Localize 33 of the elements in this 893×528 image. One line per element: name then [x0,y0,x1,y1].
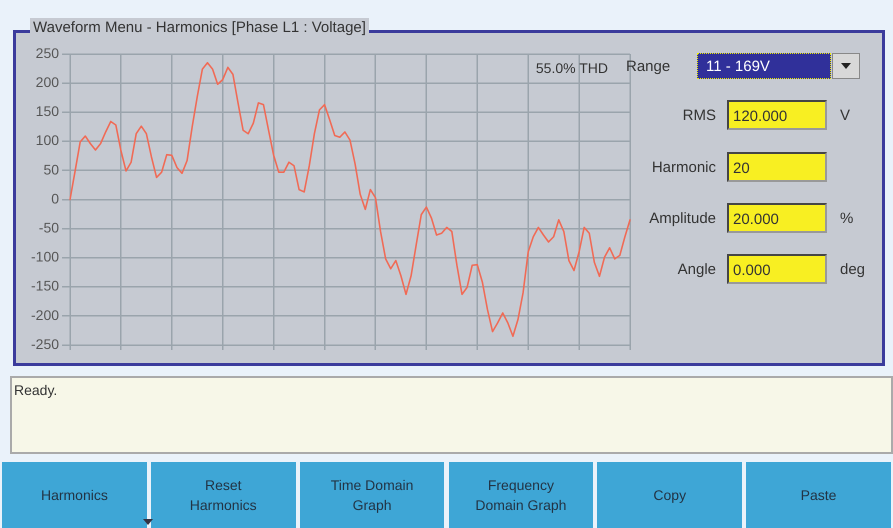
text: Time Domain Graph [300,462,444,528]
y-tick-label: 200 [36,74,60,90]
text: Paste [746,462,891,528]
text: % [840,209,854,229]
text: Copy [597,462,742,528]
text: 20.000 [727,203,827,233]
text: Harmonics [2,462,147,528]
chart-title: Waveform Menu - Harmonics [Phase L1 : Voltage] [30,18,369,38]
y-tick-label: 250 [36,44,60,61]
text: 20 [727,152,827,182]
text: Angle [678,261,716,278]
y-tick-label: 150 [36,103,60,120]
text: Reset Harmonics [150,462,296,528]
y-tick-label: 0 [51,190,60,206]
y-tick-label: -100 [30,248,60,265]
text: Harmonic [652,159,716,176]
text: 0.000 [727,254,827,284]
text: Amplitude [649,210,716,227]
text: deg [840,260,866,280]
y-tick-label: -50 [38,219,60,236]
text: Frequency Domain Graph [448,462,594,528]
text: RMS [682,107,716,124]
text: 120.000 [727,100,827,130]
y-tick-label: -200 [30,306,60,323]
y-tick-label: -250 [30,336,60,352]
annotation: Range [626,57,670,77]
text: 11 - 169V [697,53,831,79]
text: Ready. [14,382,58,398]
text: V [840,106,850,126]
y-tick-label: -150 [30,278,60,294]
y-tick-label: 100 [36,132,60,148]
annotation: 55.0% THD [536,60,608,76]
y-tick-label: 50 [43,161,60,178]
